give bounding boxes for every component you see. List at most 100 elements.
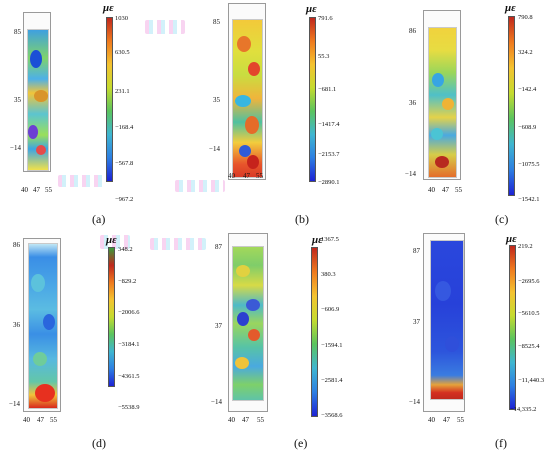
x-tick: 40 [23, 416, 30, 424]
colorbar-tick: 380.3 [321, 271, 336, 278]
x-tick: 55 [455, 186, 462, 194]
unit-label: με [505, 2, 516, 14]
colorbar-tick: −1075.5 [518, 161, 540, 168]
colorbar-tick: −567.8 [115, 160, 134, 167]
colorbar-tick: −5610.5 [518, 310, 540, 317]
colorbar-tick: −11,440.3 [518, 377, 545, 384]
x-tick: 55 [457, 416, 464, 424]
strain-contour-map [232, 246, 264, 401]
colorbar [309, 17, 316, 182]
unit-label: με [506, 233, 517, 245]
panel-caption: (c) [495, 212, 509, 226]
colorbar-tick: −8525.4 [518, 343, 540, 350]
y-tick: 35 [213, 96, 220, 104]
strain-contour-map [27, 29, 49, 171]
colorbar-tick: 1367.5 [321, 236, 339, 243]
x-tick: 47 [442, 186, 449, 194]
strain-contour-map [232, 19, 263, 178]
colorbar-tick: 231.1 [115, 88, 130, 95]
y-tick: 86 [13, 241, 20, 249]
colorbar-tick: −2890.1 [318, 179, 340, 186]
colorbar-tick: −2695.6 [518, 278, 540, 285]
x-tick: 55 [45, 186, 52, 194]
y-tick: 36 [13, 321, 20, 329]
x-tick: 47 [242, 416, 249, 424]
y-tick: 85 [14, 28, 21, 36]
colorbar-tick: 790.8 [518, 14, 533, 21]
unit-label: με [103, 2, 114, 14]
colorbar-tick: −3184.1 [118, 341, 140, 348]
x-tick: 40 [228, 172, 235, 180]
ghost-artifact [58, 175, 104, 187]
y-tick: 86 [409, 27, 416, 35]
colorbar-tick: −2581.4 [321, 377, 343, 384]
panel-caption: (e) [294, 436, 308, 450]
x-tick: 47 [33, 186, 40, 194]
y-tick: 87 [413, 247, 420, 255]
colorbar [106, 17, 113, 182]
colorbar-tick: 791.6 [318, 15, 333, 22]
unit-label: με [312, 234, 323, 246]
colorbar-tick: −967.2 [115, 196, 134, 203]
colorbar-tick: 348.2 [118, 246, 133, 253]
x-tick: 47 [443, 416, 450, 424]
y-tick: −14 [409, 398, 420, 406]
colorbar-tick: −2153.7 [318, 151, 340, 158]
y-tick: −14 [211, 398, 222, 406]
colorbar-tick: −168.4 [115, 124, 134, 131]
y-tick: −14 [9, 400, 20, 408]
y-tick: −14 [209, 145, 220, 153]
y-tick: 37 [413, 318, 420, 326]
colorbar [509, 245, 516, 410]
x-tick: 40 [428, 186, 435, 194]
ghost-artifact [150, 238, 206, 250]
y-tick: 85 [213, 18, 220, 26]
x-tick: 47 [37, 416, 44, 424]
panel-caption: (f) [495, 436, 507, 450]
strain-contour-map [428, 27, 457, 178]
colorbar-tick: −5538.9 [118, 404, 140, 411]
colorbar-tick: −2006.6 [118, 309, 140, 316]
colorbar-tick: −829.2 [118, 278, 137, 285]
panel-caption: (b) [295, 212, 309, 226]
colorbar-tick: −4361.5 [118, 373, 140, 380]
colorbar-tick: 219.2 [518, 243, 533, 250]
x-tick: 47 [243, 172, 250, 180]
colorbar-tick: −608.9 [518, 124, 537, 131]
strain-contour-map [28, 243, 58, 409]
colorbar [508, 16, 515, 196]
y-tick: 87 [215, 243, 222, 251]
x-tick: 40 [21, 186, 28, 194]
y-tick: −14 [405, 170, 416, 178]
x-tick: 40 [228, 416, 235, 424]
colorbar [108, 247, 115, 387]
y-tick: 36 [409, 99, 416, 107]
colorbar-tick: −606.9 [321, 306, 340, 313]
colorbar-tick: −681.1 [318, 86, 337, 93]
colorbar-tick: −142.4 [518, 86, 537, 93]
colorbar-tick: −1594.1 [321, 342, 343, 349]
strain-contour-map [430, 240, 464, 400]
unit-label: με [106, 234, 117, 246]
x-tick: 40 [428, 416, 435, 424]
ghost-artifact [100, 235, 130, 249]
panel-caption: (d) [92, 436, 106, 450]
colorbar-tick: −3568.6 [321, 412, 343, 419]
ghost-artifact [145, 20, 185, 34]
unit-label: με [306, 3, 317, 15]
colorbar [311, 247, 318, 417]
x-tick: 55 [256, 172, 263, 180]
colorbar-tick: −1417.4 [318, 121, 340, 128]
y-tick: 35 [14, 96, 21, 104]
colorbar-tick: 1030 [115, 15, 128, 22]
panel-caption: (a) [92, 212, 106, 226]
colorbar-tick: −14,335.2 [510, 406, 537, 413]
x-tick: 55 [257, 416, 264, 424]
colorbar-tick: −1542.1 [518, 196, 540, 203]
y-tick: 37 [215, 322, 222, 330]
x-tick: 55 [50, 416, 57, 424]
ghost-artifact [175, 180, 225, 192]
colorbar-tick: 630.5 [115, 49, 130, 56]
colorbar-tick: 55.3 [318, 53, 330, 60]
y-tick: −14 [10, 144, 21, 152]
